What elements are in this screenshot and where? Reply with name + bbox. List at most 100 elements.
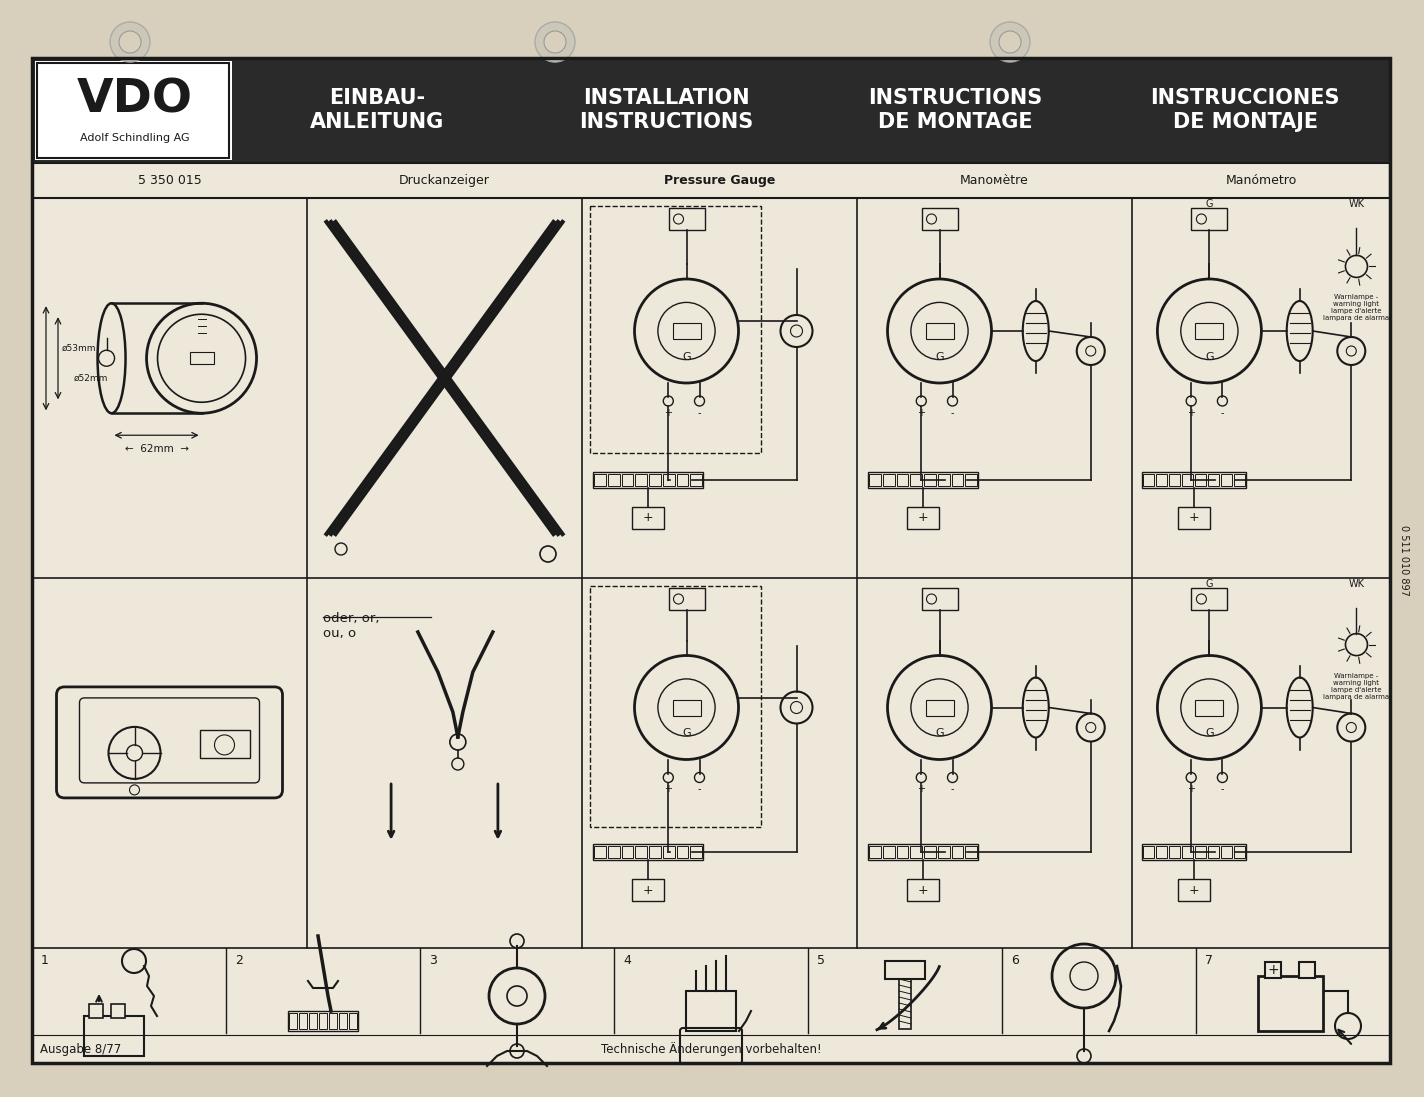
Circle shape (1000, 31, 1021, 53)
Circle shape (1337, 713, 1366, 742)
Circle shape (544, 31, 565, 53)
Bar (31, 163, 1390, 197)
Bar (1208, 847, 1219, 858)
Text: G: G (682, 352, 691, 362)
Text: Warnlampe -
warning light
lampe d'alerte
lampara de alarma: Warnlampe - warning light lampe d'alerte… (1323, 672, 1390, 700)
Bar (339, 1013, 347, 1029)
Text: 2: 2 (235, 954, 244, 968)
Text: 3: 3 (429, 954, 437, 968)
Text: G: G (936, 728, 944, 738)
Bar (288, 1011, 357, 1031)
Bar (84, 1016, 144, 1056)
Text: Druckanzeiger: Druckanzeiger (399, 174, 490, 186)
Circle shape (780, 691, 813, 724)
Bar (951, 847, 963, 858)
Bar (592, 472, 703, 487)
Text: +: + (1188, 408, 1195, 418)
Bar (1220, 474, 1232, 486)
Text: 1: 1 (41, 954, 48, 968)
Text: +: + (1189, 884, 1199, 897)
Bar (1178, 507, 1210, 529)
Bar (590, 586, 760, 826)
Bar (869, 847, 881, 858)
Text: EINBAU-
ANLEITUNG: EINBAU- ANLEITUNG (309, 89, 444, 132)
Bar (1143, 847, 1155, 858)
Text: Ausgabe 8/77: Ausgabe 8/77 (40, 1042, 121, 1055)
Circle shape (120, 31, 141, 53)
Text: -: - (698, 408, 701, 418)
Bar (1192, 588, 1227, 610)
Bar (1142, 472, 1246, 487)
Text: Warnlampe -
warning light
lampe d'alerte
lampara de alarma: Warnlampe - warning light lampe d'alerte… (1323, 294, 1390, 321)
Bar (621, 847, 634, 858)
Bar (1233, 474, 1245, 486)
Bar (938, 847, 950, 858)
Bar (1156, 847, 1168, 858)
Bar (1142, 845, 1246, 860)
Bar (649, 847, 661, 858)
Text: +: + (642, 884, 654, 897)
Bar (662, 474, 675, 486)
Bar (1299, 962, 1314, 979)
Bar (897, 474, 909, 486)
Text: -: - (951, 784, 954, 794)
Bar (924, 474, 936, 486)
Bar (289, 1013, 298, 1029)
Bar (1178, 880, 1210, 902)
Bar (299, 1013, 308, 1029)
Ellipse shape (97, 303, 125, 414)
Bar (884, 961, 926, 979)
Text: +: + (1188, 784, 1195, 794)
Text: +: + (917, 784, 926, 794)
Circle shape (780, 315, 813, 347)
Text: G: G (1206, 579, 1213, 589)
Ellipse shape (1287, 301, 1313, 361)
Bar (88, 1004, 103, 1018)
Bar (883, 847, 894, 858)
Text: +: + (917, 408, 926, 418)
Bar (1208, 474, 1219, 486)
Bar (1220, 847, 1232, 858)
Circle shape (990, 22, 1030, 63)
Bar (869, 472, 978, 487)
Ellipse shape (1287, 678, 1313, 737)
Bar (632, 880, 664, 902)
Text: Pressure Gauge: Pressure Gauge (664, 174, 775, 186)
Bar (668, 208, 705, 230)
Bar (1156, 474, 1168, 486)
Circle shape (535, 22, 575, 63)
Bar (672, 700, 701, 715)
Text: 0 511 010 897: 0 511 010 897 (1398, 525, 1408, 596)
Bar (676, 847, 688, 858)
Bar (36, 61, 232, 160)
Bar (921, 208, 957, 230)
Bar (319, 1013, 328, 1029)
Text: +: + (917, 511, 928, 524)
Bar (608, 847, 619, 858)
Bar (907, 880, 938, 902)
Bar (686, 991, 736, 1031)
Bar (594, 847, 605, 858)
Bar (965, 847, 977, 858)
Bar (309, 1013, 318, 1029)
Bar (907, 507, 938, 529)
Bar (1257, 976, 1323, 1031)
Text: G: G (682, 728, 691, 738)
Bar (189, 352, 214, 364)
Bar (676, 474, 688, 486)
Text: +: + (665, 784, 672, 794)
Bar (662, 847, 675, 858)
Text: WK: WK (1349, 579, 1364, 589)
Bar (924, 847, 936, 858)
Bar (951, 474, 963, 486)
Text: Manómetro: Manómetro (1226, 174, 1297, 186)
Text: WK: WK (1349, 199, 1364, 210)
Bar (938, 474, 950, 486)
Text: ø53mm: ø53mm (63, 343, 97, 353)
Text: INSTRUCTIONS
DE MONTAGE: INSTRUCTIONS DE MONTAGE (869, 89, 1042, 132)
Ellipse shape (1022, 678, 1048, 737)
Text: INSTALLATION
INSTRUCTIONS: INSTALLATION INSTRUCTIONS (580, 89, 753, 132)
Bar (883, 474, 894, 486)
Text: Manoмètre: Manoмètre (960, 174, 1030, 186)
Text: 4: 4 (624, 954, 631, 968)
